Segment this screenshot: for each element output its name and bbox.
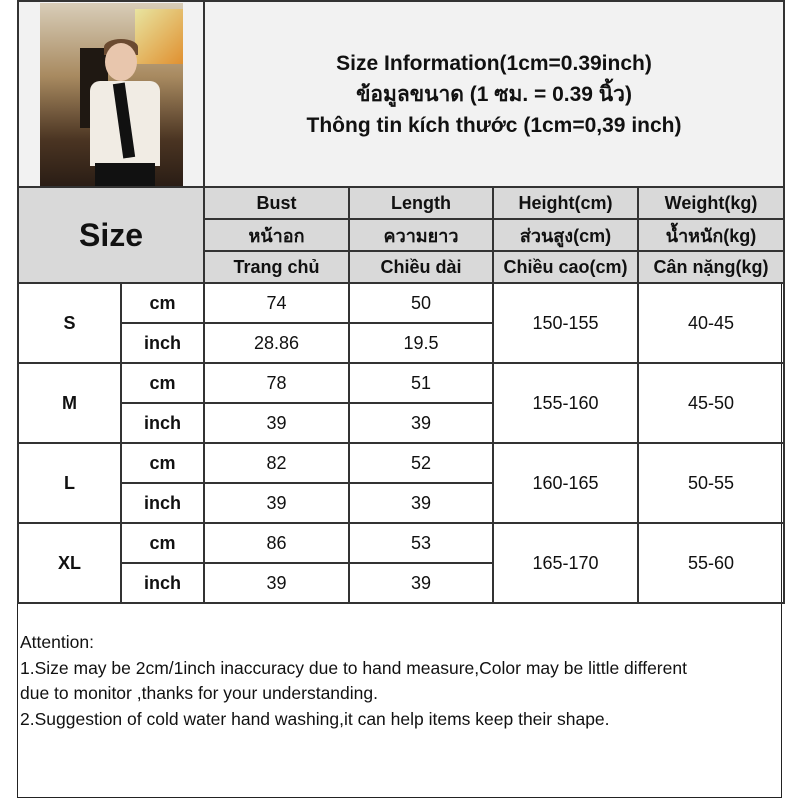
bust-value: 78	[203, 362, 350, 404]
attention-notes: Attention: 1.Size may be 2cm/1inch inacc…	[20, 630, 780, 732]
length-value: 39	[348, 562, 494, 604]
unit-label: inch	[120, 562, 205, 604]
length-value: 39	[348, 482, 494, 524]
col-header-length-vi: Chiều dài	[348, 250, 494, 284]
size-label: XL	[17, 522, 122, 604]
height-value: 165-170	[492, 522, 639, 604]
bust-value: 39	[203, 482, 350, 524]
col-header-height-vi: Chiều cao(cm)	[492, 250, 639, 284]
col-header-weight-en: Weight(kg)	[636, 186, 786, 220]
length-value: 53	[348, 522, 494, 564]
unit-label: inch	[120, 482, 205, 524]
attention-line: due to monitor ,thanks for your understa…	[20, 683, 378, 703]
height-value: 155-160	[492, 362, 639, 444]
table-row: inch 28.86 19.5	[18, 322, 784, 364]
length-value: 39	[348, 402, 494, 444]
col-header-bust-vi: Trang chủ	[203, 250, 350, 284]
weight-value: 55-60	[636, 522, 786, 604]
size-info-title: Size Information(1cm=0.39inch) ข้อมูลขนา…	[202, 0, 786, 188]
weight-value: 50-55	[636, 442, 786, 524]
bust-value: 39	[203, 402, 350, 444]
col-header-weight-th: น้ำหนัก(kg)	[636, 218, 786, 252]
size-label: M	[17, 362, 122, 444]
col-header-height-en: Height(cm)	[492, 186, 639, 220]
col-header-height-th: ส่วนสูง(cm)	[492, 218, 639, 252]
product-photo	[39, 2, 183, 186]
size-header: Size	[17, 186, 205, 284]
unit-label: cm	[120, 442, 205, 484]
bust-value: 39	[203, 562, 350, 604]
bust-value: 82	[203, 442, 350, 484]
product-photo-cell	[17, 0, 205, 188]
size-table: Size Information(1cm=0.39inch) ข้อมูลขนา…	[17, 0, 786, 604]
height-value: 150-155	[492, 282, 639, 364]
col-header-weight-vi: Cân nặng(kg)	[636, 250, 786, 284]
length-value: 19.5	[348, 322, 494, 364]
bust-value: 86	[203, 522, 350, 564]
bust-value: 74	[203, 282, 350, 324]
col-header-bust-en: Bust	[203, 186, 350, 220]
length-value: 52	[348, 442, 494, 484]
height-value: 160-165	[492, 442, 639, 524]
attention-heading: Attention:	[20, 632, 94, 652]
table-row: S cm 74 50 150-155 40-45	[17, 282, 786, 364]
table-row: inch 39 39	[18, 402, 784, 444]
weight-value: 40-45	[636, 282, 786, 364]
table-row: XL cm 86 53 165-170 55-60	[17, 522, 786, 604]
attention-line: 2.Suggestion of cold water hand washing,…	[20, 708, 610, 729]
unit-label: inch	[120, 402, 205, 444]
unit-label: cm	[120, 362, 205, 404]
col-header-bust-th: หน้าอก	[203, 218, 350, 252]
length-value: 50	[348, 282, 494, 324]
title-th: ข้อมูลขนาด (1 ซม. = 0.39 นิ้ว)	[356, 82, 632, 106]
weight-value: 45-50	[636, 362, 786, 444]
unit-label: cm	[120, 522, 205, 564]
unit-label: cm	[120, 282, 205, 324]
table-row: M cm 78 51 155-160 45-50	[17, 362, 786, 444]
length-value: 51	[348, 362, 494, 404]
table-row: inch 39 39	[18, 562, 784, 604]
bust-value: 28.86	[203, 322, 350, 364]
unit-label: inch	[120, 322, 205, 364]
table-row: inch 39 39	[18, 482, 784, 524]
col-header-length-th: ความยาว	[348, 218, 494, 252]
size-label: L	[17, 442, 122, 524]
size-label: S	[17, 282, 122, 364]
attention-line: 1.Size may be 2cm/1inch inaccuracy due t…	[20, 657, 687, 678]
title-vi: Thông tin kích thước (1cm=0,39 inch)	[306, 113, 682, 137]
col-header-length-en: Length	[348, 186, 494, 220]
table-row: L cm 82 52 160-165 50-55	[17, 442, 786, 524]
title-en: Size Information(1cm=0.39inch)	[336, 51, 652, 75]
